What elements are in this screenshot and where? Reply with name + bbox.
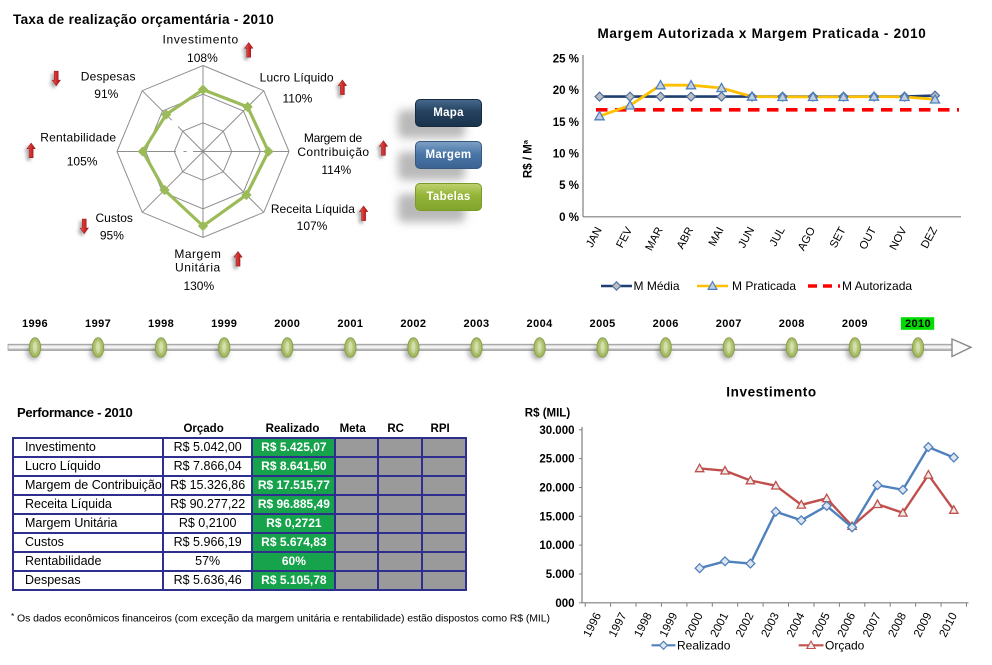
svg-text:R$ / Mª: R$ / Mª [523,139,535,178]
svg-text:15.000: 15.000 [539,511,574,523]
svg-text:30.000: 30.000 [539,425,574,437]
svg-text:2004: 2004 [784,610,808,639]
svg-text:2007: 2007 [860,610,883,639]
svg-text:M Média: M Média [634,279,680,293]
svg-text:FEV: FEV [614,225,635,250]
svg-text:Contribuição: Contribuição [297,145,369,159]
svg-text:M Praticada: M Praticada [732,279,796,293]
svg-text:130%: 130% [183,279,214,293]
svg-text:JUL: JUL [768,225,788,248]
svg-text:Orçado: Orçado [825,639,865,653]
svg-text:ABR: ABR [675,225,696,251]
svg-text:DEZ: DEZ [919,225,940,251]
svg-text:Investimento: Investimento [726,385,816,400]
svg-text:Rentabilidade: Rentabilidade [40,131,116,145]
svg-text:AGO: AGO [796,225,818,253]
svg-text:10.000: 10.000 [539,540,574,552]
svg-text:000: 000 [555,598,574,610]
svg-text:MAI: MAI [707,225,727,248]
svg-text:2001: 2001 [337,318,363,330]
svg-text:2003: 2003 [463,318,489,330]
svg-text:2009: 2009 [911,610,934,639]
svg-text:20.000: 20.000 [539,483,574,495]
svg-text:107%: 107% [297,219,328,233]
svg-text:2002: 2002 [733,610,756,639]
svg-text:2003: 2003 [759,610,782,639]
svg-text:25.000: 25.000 [539,454,574,466]
svg-text:JUN: JUN [736,225,757,250]
svg-text:1998: 1998 [632,610,655,639]
svg-text:2007: 2007 [716,318,742,330]
svg-text:2010: 2010 [937,610,960,639]
svg-text:JAN: JAN [584,225,605,249]
svg-text:2004: 2004 [527,318,554,330]
svg-text:25 %: 25 % [553,54,579,66]
svg-text:Despesas: Despesas [81,69,136,83]
svg-text:SET: SET [828,225,849,250]
svg-text:Receita Líquida: Receita Líquida [271,202,355,216]
svg-text:Unitária: Unitária [175,260,221,274]
svg-text:110%: 110% [282,92,312,106]
svg-text:2006: 2006 [653,318,679,330]
svg-text:Margem: Margem [174,247,221,261]
svg-text:1999: 1999 [657,610,680,639]
svg-text:1999: 1999 [211,318,237,330]
svg-text:2000: 2000 [274,318,300,330]
svg-text:2006: 2006 [835,610,858,639]
svg-text:1997: 1997 [606,610,629,639]
svg-text:20 %: 20 % [553,85,579,97]
svg-text:Margem de: Margem de [304,131,363,145]
svg-text:95%: 95% [100,229,124,243]
svg-text:Investimento: Investimento [162,33,238,47]
svg-text:2009: 2009 [842,318,868,330]
svg-text:Lucro Líquido: Lucro Líquido [260,71,334,85]
svg-text:Realizado: Realizado [677,639,731,653]
svg-text:1998: 1998 [148,318,174,330]
svg-text:0 %: 0 % [559,212,579,224]
svg-text:OUT: OUT [857,225,879,252]
svg-text:5.000: 5.000 [546,569,575,581]
svg-text:Custos: Custos [96,211,133,225]
svg-text:1996: 1996 [581,610,604,639]
svg-text:R$ (MIL): R$ (MIL) [525,408,571,420]
svg-text:91%: 91% [94,87,118,101]
svg-text:105%: 105% [67,155,98,169]
svg-text:5 %: 5 % [559,180,579,192]
svg-text:1997: 1997 [85,318,111,330]
svg-text:2010: 2010 [905,318,931,330]
svg-text:2001: 2001 [708,610,731,639]
svg-text:2000: 2000 [682,610,705,639]
svg-text:NOV: NOV [888,225,910,253]
svg-text:1996: 1996 [22,318,48,330]
svg-text:2008: 2008 [886,610,909,639]
svg-text:15 %: 15 % [553,117,579,129]
svg-text:108%: 108% [187,51,218,65]
svg-text:2008: 2008 [779,318,805,330]
svg-text:114%: 114% [321,163,351,177]
svg-text:2005: 2005 [590,318,616,330]
svg-text:MAR: MAR [643,225,665,253]
svg-text:M Autorizada: M Autorizada [842,279,912,293]
svg-text:2002: 2002 [400,318,426,330]
svg-text:10 %: 10 % [553,149,579,161]
svg-text:2005: 2005 [810,610,833,639]
